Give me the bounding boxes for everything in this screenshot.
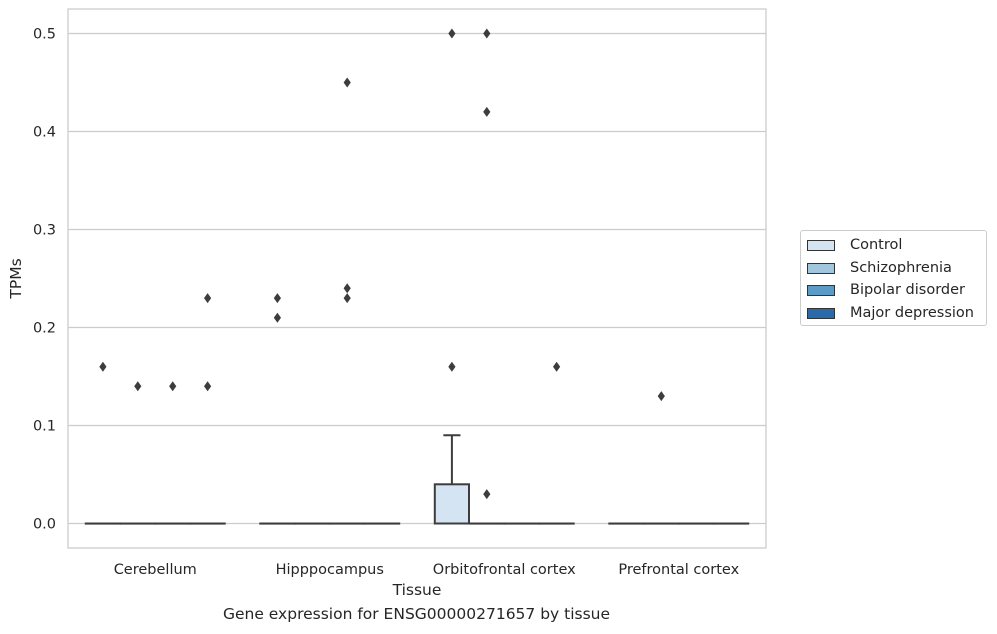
- y-tick-label: 0.4: [33, 125, 56, 141]
- outlier-point: [448, 28, 456, 39]
- gridlines: [68, 32, 766, 525]
- box-body: [433, 483, 471, 525]
- outlier-point: [204, 381, 212, 392]
- y-axis-label: TPMs: [7, 258, 25, 299]
- outlier-point: [553, 361, 561, 372]
- y-tick-label: 0.2: [33, 321, 56, 337]
- outlier-point: [99, 361, 107, 372]
- legend-item-bipolar-disorder: Bipolar disorder: [807, 281, 965, 299]
- x-tick-label: Prefrontal cortex: [618, 562, 739, 578]
- box-control-orbitofrontal-cortex: [433, 434, 471, 525]
- chart-caption: Gene expression for ENSG00000271657 by t…: [222, 605, 611, 623]
- outlier-point: [204, 293, 212, 304]
- outlier-point: [657, 391, 665, 402]
- legend: Control Schizophrenia Bipolar disorder M…: [800, 230, 987, 326]
- outlier-point: [483, 489, 491, 500]
- legend-label-schizophrenia: Schizophrenia: [850, 260, 952, 276]
- y-tick-label: 0.0: [33, 517, 56, 533]
- outlier-point: [169, 381, 177, 392]
- outlier-point: [273, 293, 281, 304]
- plot-frame: [67, 8, 767, 549]
- box-plots: [84, 434, 750, 525]
- legend-swatch-control: [807, 239, 835, 251]
- legend-label-bipolar-disorder: Bipolar disorder: [850, 282, 965, 298]
- outlier-point: [343, 77, 351, 88]
- x-axis-label: Tissue: [392, 581, 442, 599]
- outlier-point: [273, 312, 281, 323]
- legend-label-major-depression: Major depression: [850, 305, 974, 321]
- legend-swatch-major-depression: [807, 307, 835, 319]
- legend-item-major-depression: Major depression: [807, 304, 974, 322]
- outlier-point: [483, 28, 491, 39]
- outlier-point: [134, 381, 142, 392]
- legend-swatch-bipolar-disorder: [807, 284, 835, 296]
- x-tick-label: Hipppocampus: [276, 562, 384, 578]
- y-tick-label: 0.1: [33, 419, 56, 435]
- outlier-point: [448, 361, 456, 372]
- outlier-point: [343, 283, 351, 294]
- x-tick-label: Orbitofrontal cortex: [433, 562, 576, 578]
- x-tick-label: Cerebellum: [114, 562, 197, 578]
- legend-label-control: Control: [850, 237, 903, 253]
- legend-swatch-schizophrenia: [807, 262, 835, 274]
- y-tick-label: 0.5: [33, 27, 56, 43]
- outlier-point: [483, 106, 491, 117]
- x-tick-labels: Cerebellum Hipppocampus Orbitofrontal cort…: [114, 562, 740, 578]
- outlier-point: [343, 293, 351, 304]
- legend-item-schizophrenia: Schizophrenia: [807, 259, 952, 277]
- y-tick-label: 0.3: [33, 223, 56, 239]
- y-tick-labels: 0.0 0.1 0.2 0.3 0.4 0.5: [33, 27, 56, 533]
- legend-item-control: Control: [807, 236, 902, 254]
- outlier-points: [99, 28, 665, 500]
